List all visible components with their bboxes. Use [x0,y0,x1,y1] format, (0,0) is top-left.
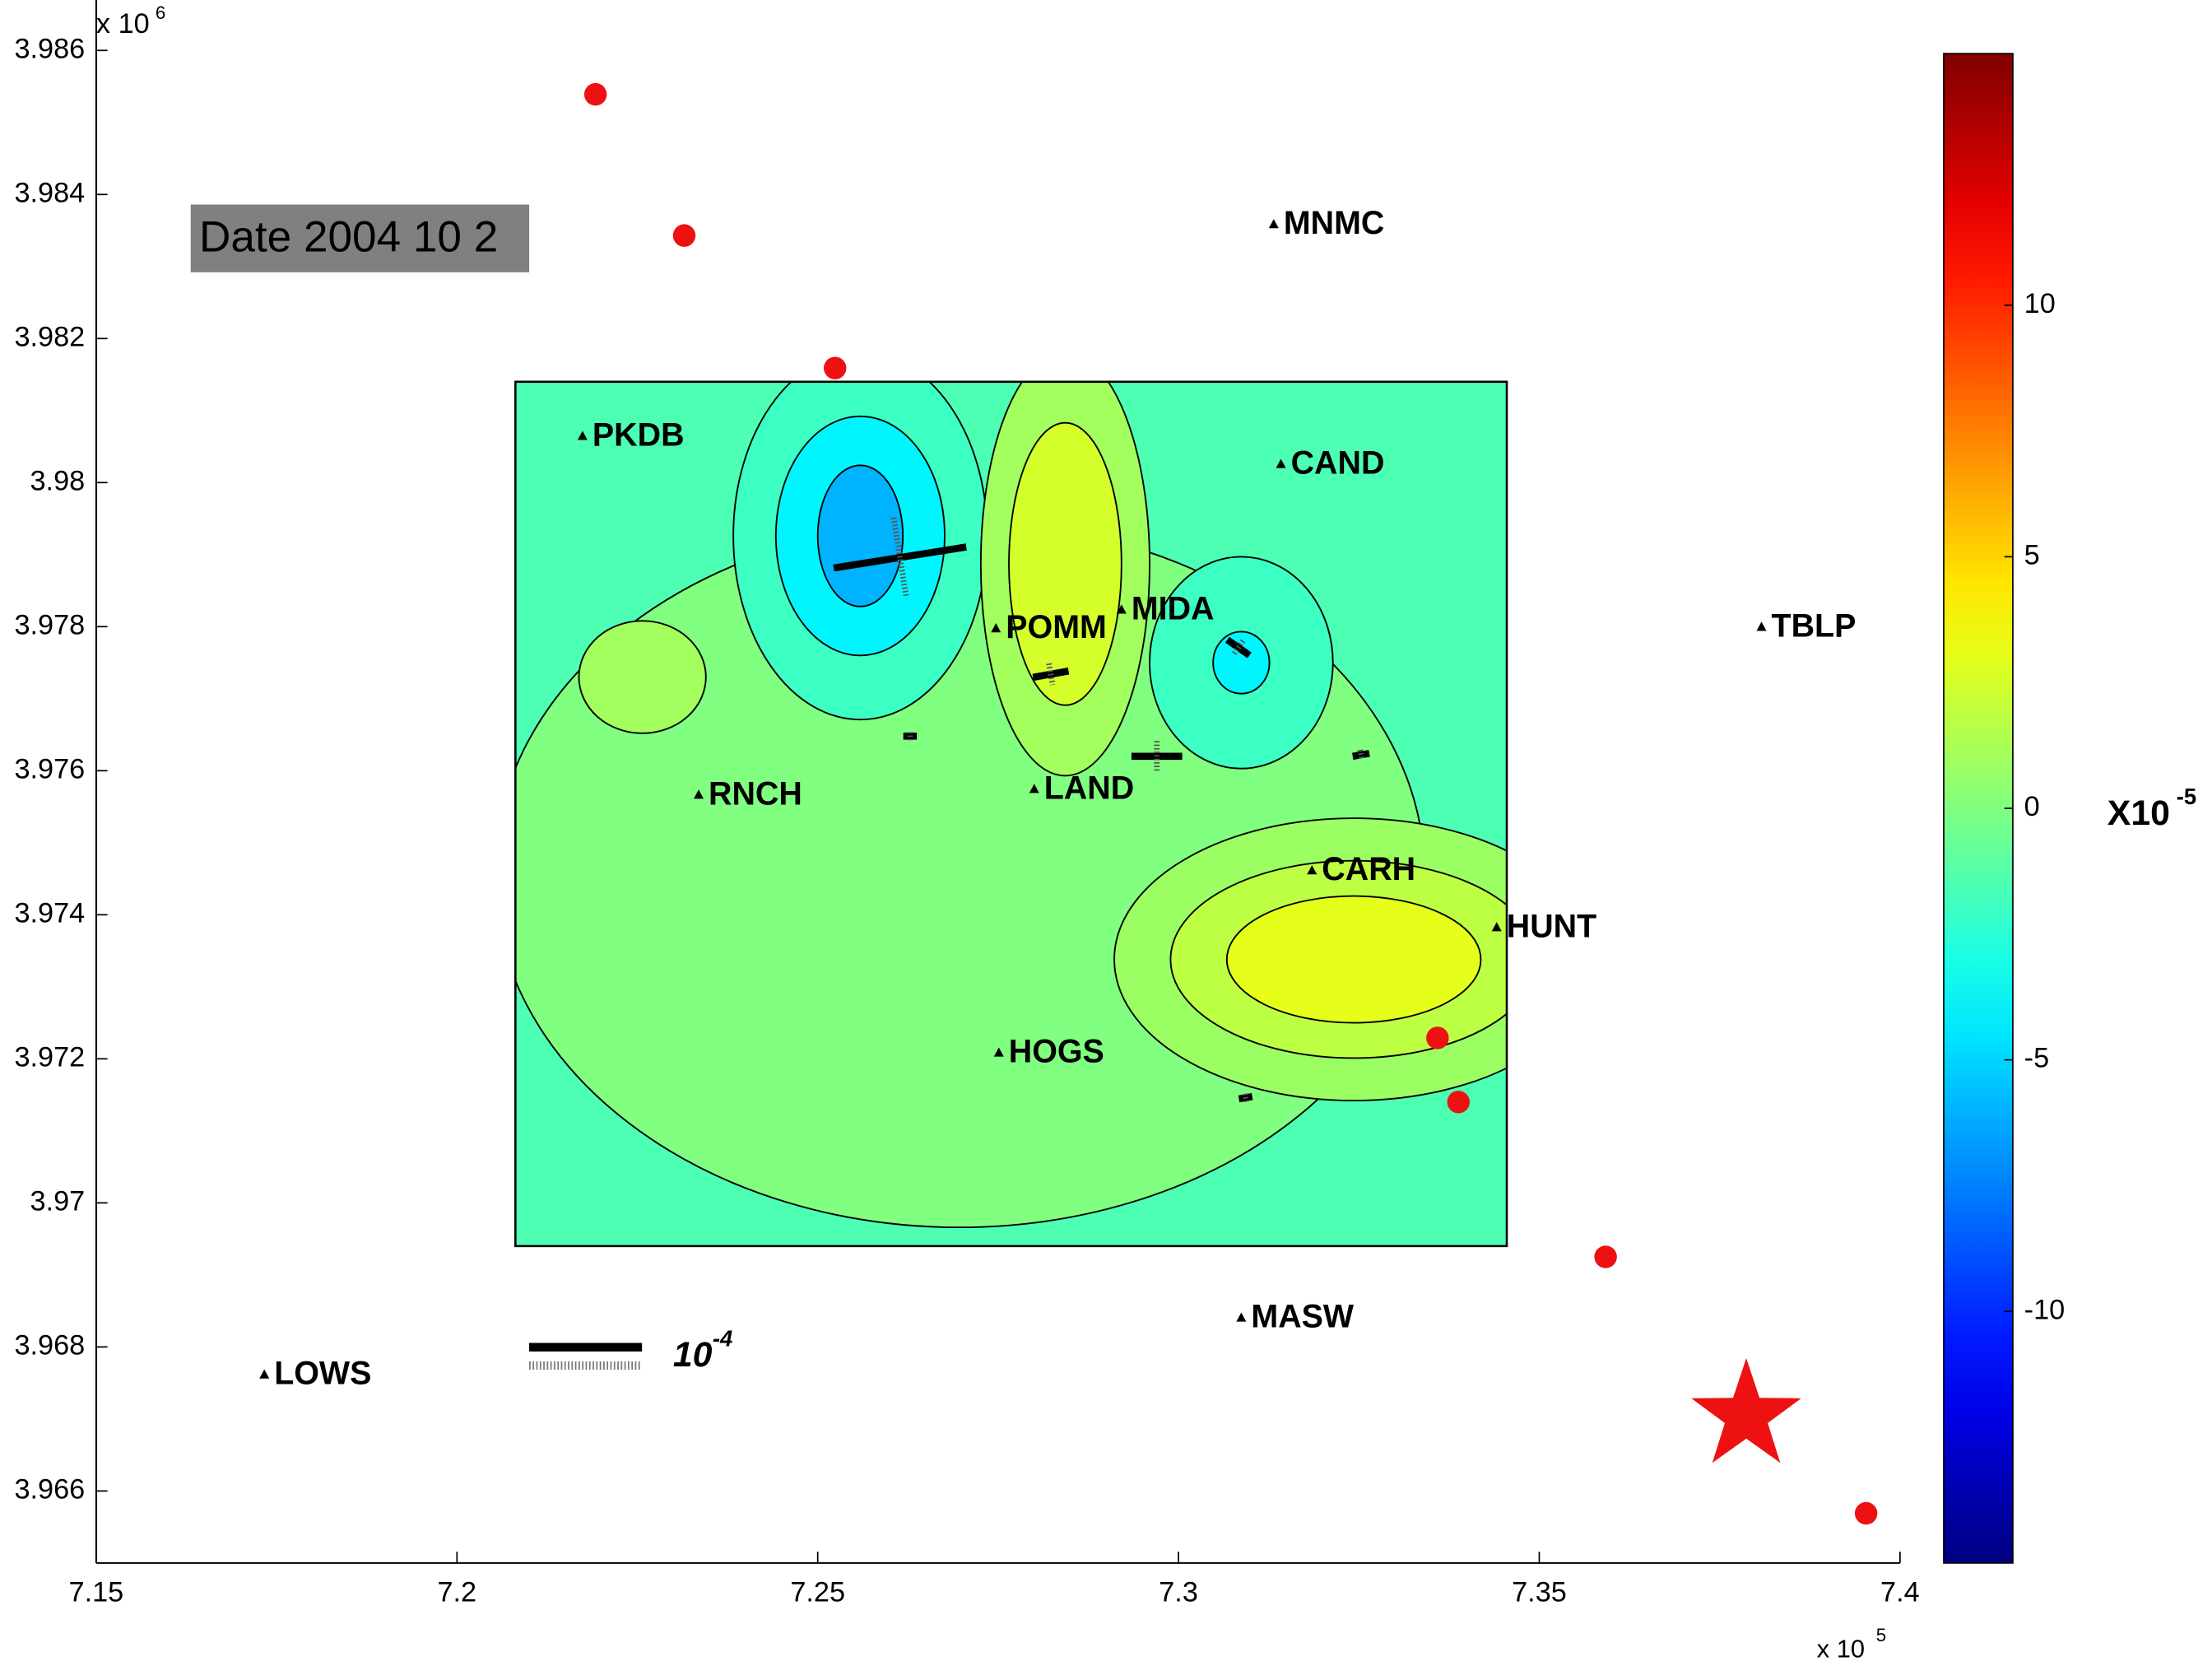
colorbar-tick-label: 5 [2024,539,2040,570]
y-tick-label: 3.974 [14,897,85,928]
y-tick-label: 3.984 [14,177,85,208]
date-box [190,204,530,272]
contour-region [1212,631,1271,695]
scale-label: 10 [673,1335,713,1375]
station-marker [1307,865,1317,875]
station-label: CAND [1291,445,1385,482]
station-label: MNMC [1284,205,1385,241]
field-frame [514,380,1508,1248]
colorbar-label-exp: -5 [2177,784,2196,809]
station-marker [993,1047,1004,1057]
event [1447,1091,1470,1114]
strain-hatch [1046,663,1056,686]
x-tick-label: 7.2 [437,1577,476,1608]
x-tick-label: 7.35 [1512,1577,1567,1608]
station-label: POMM [1006,609,1107,645]
event [1854,1501,1878,1525]
station-marker [1268,219,1279,229]
date-label: Date 2004 10 2 [199,212,498,261]
y-tick-label: 3.982 [14,321,85,352]
y-tick-label: 3.98 [30,465,86,496]
y-tick-label: 3.966 [14,1473,85,1505]
x-multiplier: x 10 [1817,1634,1865,1663]
station-label: TBLP [1772,607,1856,644]
station-label: CARH [1322,851,1415,887]
contour-region [578,620,707,734]
y-tick-label: 3.976 [14,753,85,784]
x-tick-label: 7.15 [69,1577,124,1608]
event [1594,1245,1617,1268]
contour-field [515,381,1508,1246]
station-marker [694,789,704,799]
event [583,82,607,106]
x-multiplier-exp: 5 [1876,1625,1886,1645]
y-multiplier: x 10 [96,8,150,40]
station-marker [1116,604,1127,614]
station-marker [259,1369,270,1379]
y-tick-label: 3.97 [30,1185,86,1217]
y-tick-label: 3.972 [14,1041,85,1073]
station-label: HUNT [1507,908,1596,944]
station-marker [1756,621,1767,631]
scale-label-exp: -4 [713,1325,732,1351]
y-multiplier-exp: 6 [156,2,165,23]
y-tick-label: 3.978 [14,609,85,640]
station-marker [1029,784,1039,793]
station-label: MASW [1251,1299,1355,1335]
colorbar-tick-label: -5 [2024,1043,2049,1074]
station-marker [1276,458,1286,468]
station-marker [1236,1312,1247,1322]
colorbar [1943,53,2014,1564]
strain-bar [1352,750,1370,761]
station-label: MIDA [1132,590,1215,626]
station-marker [991,623,1001,633]
colorbar-tick-label: -10 [2024,1294,2066,1325]
station-label: HOGS [1009,1034,1104,1070]
plot-layer: 3.966 3.968 3.97 3.972 3.974 3.976 3.978 3.98 3.… [14,0,2196,1663]
contour-region [816,464,904,607]
strain-bar [833,543,967,572]
x-tick-label: 7.25 [790,1577,845,1608]
colorbar-tick-label: 10 [2024,288,2056,319]
contour-region [1225,895,1482,1024]
station-label: LOWS [274,1356,371,1392]
station-label: RNCH [709,775,802,812]
station-label: LAND [1044,770,1134,806]
colorbar-label: X10 [2107,793,2170,833]
strain-hatch [1242,1093,1249,1103]
y-tick-label: 3.986 [14,33,85,64]
strain-hatch [890,517,909,598]
station-marker [577,430,588,440]
event [672,224,696,247]
station-marker [1491,922,1502,932]
x-tick-label: 7.4 [1880,1577,1920,1608]
y-tick-label: 3.968 [14,1329,85,1361]
event [1426,1026,1449,1049]
event [824,356,847,379]
strain-hatch [1231,639,1246,656]
contour-region [1008,421,1122,706]
x-tick-label: 7.3 [1159,1577,1198,1608]
mainshock [1691,1358,1801,1464]
station-label: PKDB [592,417,685,454]
colorbar-tick-label: 0 [2024,791,2040,822]
